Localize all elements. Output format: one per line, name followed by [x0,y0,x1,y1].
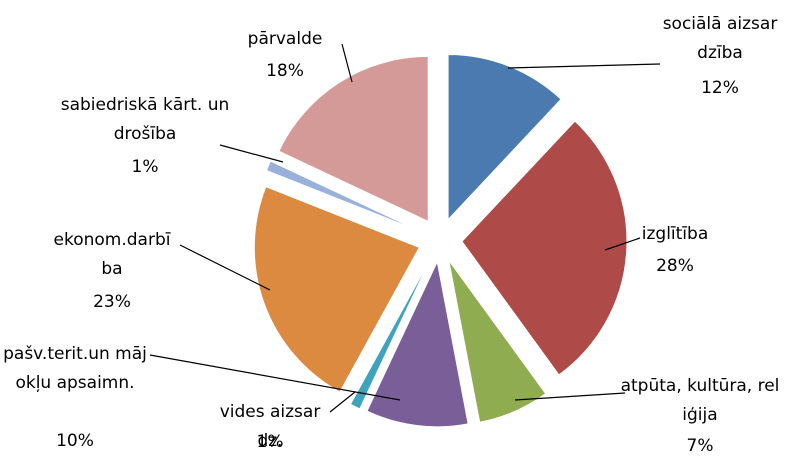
slice-label: atpūta, kultūra, reliģija [620,376,780,425]
slice-label: vides aizsardz. [219,402,321,451]
slice-value-label: 1% [256,432,284,452]
pie-slice [461,120,628,376]
pie-slice [349,259,431,410]
leader-line [507,63,661,69]
slice-label: sabiedriskā kārt. un drošība [60,95,230,144]
leader-line [219,144,284,163]
slice-value-label: 12% [701,78,739,98]
leader-line [329,391,356,413]
pie-slice [253,186,421,393]
slice-value-label: 1% [131,157,159,177]
slice-label: pārvalde [247,29,323,49]
leader-line [341,43,353,83]
pie-slice [366,260,469,428]
leader-line [604,237,641,251]
slice-label: ekonom.darbība [53,230,171,279]
slice-value-label: 10% [56,431,94,451]
slice-value-label: 7% [686,436,714,456]
pie-slice [447,54,562,221]
pie-slice [448,259,547,423]
pie-slice [265,160,421,232]
leader-line [514,392,626,401]
slice-value-label: 28% [656,256,694,276]
pie-slice [278,55,429,223]
slice-label: sociālā aizsardzība [662,14,778,63]
leader-line [179,244,271,291]
slice-label: izglītība [641,224,709,244]
slice-value-label: 23% [93,292,131,312]
slice-value-label: 18% [266,61,304,81]
leader-line [149,354,401,401]
slice-label: pašv.terit.un mājokļu apsaimn. [3,344,147,393]
